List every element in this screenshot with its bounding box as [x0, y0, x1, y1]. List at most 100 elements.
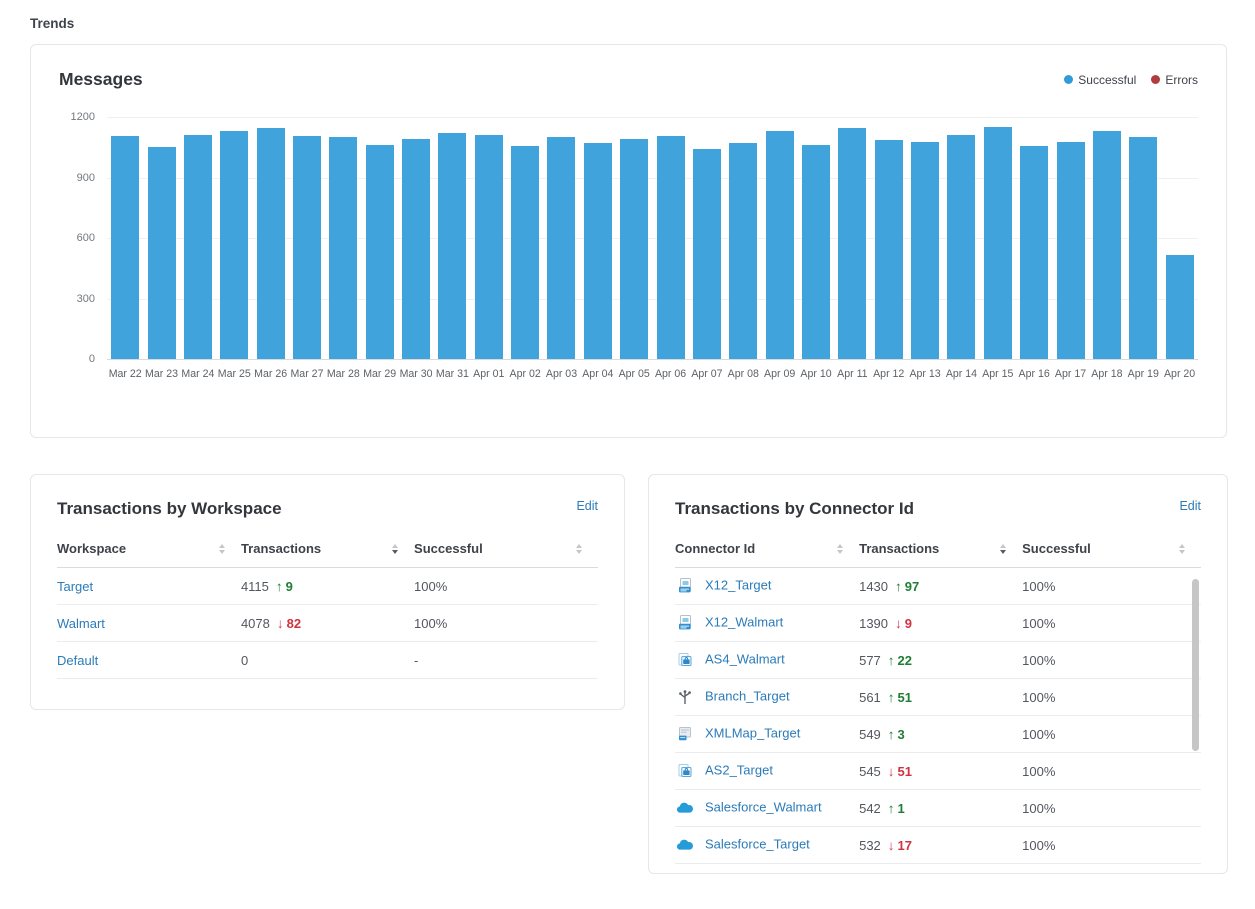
bar-mar-22[interactable]	[111, 135, 140, 359]
bar-apr-08[interactable]	[729, 143, 758, 359]
bar-apr-07[interactable]	[692, 148, 721, 359]
x12-file-icon	[675, 614, 695, 632]
connector-link-salesforce-walmart[interactable]: Salesforce_Walmart	[705, 799, 822, 815]
successful-value: 100%	[1022, 652, 1056, 668]
legend-item-successful[interactable]: Successful	[1064, 73, 1136, 87]
trend-up-arrow-icon: ↑	[887, 652, 895, 668]
bar-apr-05[interactable]	[620, 138, 649, 359]
bar-mar-30[interactable]	[402, 139, 431, 359]
bar-apr-10[interactable]	[802, 145, 830, 359]
successful-cell: 100%	[1022, 604, 1201, 642]
x-tick-label: Mar 30	[399, 368, 433, 380]
bar-cell-mar-24	[180, 117, 216, 359]
bar-apr-09[interactable]	[765, 131, 794, 359]
connector-link-as2-target[interactable]: AS2_Target	[705, 762, 773, 778]
connector-link-as4-walmart[interactable]: AS4_Walmart	[705, 651, 785, 667]
bar-apr-04[interactable]	[583, 142, 612, 359]
connector-link-xmlmap-target[interactable]: XMLMap_Target	[705, 725, 801, 741]
trend-down-arrow-icon: ↓	[276, 615, 284, 631]
delta-value: 51	[897, 763, 913, 779]
bar-apr-20[interactable]	[1165, 255, 1194, 359]
trend-up-arrow-icon: ↑	[887, 726, 895, 742]
bar-cell-mar-27	[289, 117, 325, 359]
x-tick-label: Apr 19	[1127, 368, 1159, 380]
workspace-edit-link[interactable]: Edit	[576, 499, 598, 513]
salesforce-cloud-icon	[675, 799, 695, 817]
bar-cell-mar-31	[434, 117, 470, 359]
bar-mar-23[interactable]	[147, 146, 176, 359]
name-cell: Default	[57, 641, 241, 679]
workspace-link-target[interactable]: Target	[57, 578, 94, 594]
column-header-transactions: Transactions	[859, 535, 1023, 568]
name-cell: Salesforce_Walmart	[675, 789, 860, 827]
sort-icon-workspace[interactable]	[218, 543, 225, 554]
connector-link-branch-target[interactable]: Branch_Target	[705, 688, 790, 704]
bar-chart: 1200 900 600 300 0	[59, 111, 1198, 365]
bar-cell-apr-16	[1016, 117, 1052, 359]
bar-apr-14[interactable]	[947, 135, 976, 359]
bar-mar-25[interactable]	[220, 130, 249, 359]
workspace-link-default[interactable]: Default	[57, 652, 99, 668]
transactions-cell: 4115 ↑ 9	[240, 567, 415, 605]
bar-apr-18[interactable]	[1092, 131, 1121, 359]
connector-link-x12-target[interactable]: X12_Target	[705, 577, 772, 593]
bar-cell-apr-18	[1089, 117, 1125, 359]
table-scrollbar-thumb[interactable]	[1192, 579, 1199, 751]
transactions-value: 4115	[240, 578, 269, 594]
transactions-cell: 542 ↑ 1	[859, 789, 1023, 827]
y-tick-label: 900	[76, 171, 95, 184]
bar-apr-06[interactable]	[656, 135, 685, 359]
legend-item-errors[interactable]: Errors	[1151, 73, 1198, 87]
transactions-value: 532	[859, 837, 881, 853]
delta-value: 97	[904, 578, 920, 594]
bar-mar-26[interactable]	[256, 127, 285, 359]
column-header-transactions: Transactions	[240, 535, 415, 568]
bar-apr-03[interactable]	[547, 137, 576, 359]
bar-mar-27[interactable]	[292, 135, 321, 359]
transactions-value: 545	[859, 763, 881, 779]
workspace-link-walmart[interactable]: Walmart	[57, 615, 105, 631]
legend-label: Errors	[1165, 72, 1198, 87]
sort-icon-transactions[interactable]	[392, 543, 399, 554]
bar-mar-29[interactable]	[365, 144, 394, 359]
connector-edit-link[interactable]: Edit	[1179, 499, 1201, 513]
bar-mar-24[interactable]	[183, 135, 212, 359]
bar-apr-11[interactable]	[838, 127, 867, 359]
bar-apr-16[interactable]	[1020, 145, 1049, 359]
delta-value: 22	[897, 652, 913, 668]
bar-cell-apr-17	[1052, 117, 1088, 359]
connector-link-x12-walmart[interactable]: X12_Walmart	[705, 614, 784, 630]
bar-cell-apr-09	[761, 117, 797, 359]
bar-apr-02[interactable]	[511, 145, 540, 359]
bar-apr-15[interactable]	[983, 126, 1012, 359]
transactions-value: 1390	[859, 615, 889, 631]
trend-down-arrow-icon: ↓	[887, 763, 895, 779]
x-tick-label: Apr 11	[837, 368, 868, 380]
bar-apr-17[interactable]	[1056, 142, 1085, 359]
transactions-cell: 1390 ↓ 9	[859, 604, 1023, 642]
sort-icon-transactions[interactable]	[1000, 543, 1007, 554]
sort-icon-successful[interactable]	[576, 543, 582, 554]
table-row-salesforce-walmart: Salesforce_Walmart 542 ↑ 1 100%	[675, 789, 1201, 827]
bar-apr-01[interactable]	[474, 135, 503, 359]
transactions-cell: 0	[240, 641, 415, 679]
sort-icon-successful[interactable]	[1179, 543, 1185, 554]
bar-mar-31[interactable]	[438, 133, 467, 359]
successful-value: 100%	[414, 615, 448, 631]
y-tick-label: 1200	[70, 111, 95, 123]
table-row-salesforce-target: Salesforce_Target 532 ↓ 17 100%	[675, 826, 1201, 864]
page-title: Trends	[30, 16, 75, 31]
bar-apr-13[interactable]	[911, 141, 940, 359]
x-tick-label: Apr 07	[691, 368, 723, 380]
bar-cell-apr-14	[943, 117, 979, 359]
x-tick-label: Mar 23	[145, 368, 179, 380]
bar-apr-19[interactable]	[1129, 136, 1158, 359]
bar-apr-12[interactable]	[874, 140, 903, 359]
bar-mar-28[interactable]	[329, 137, 358, 359]
column-header-successful: Successful	[1022, 535, 1201, 568]
sort-icon-connector-id[interactable]	[837, 543, 844, 554]
gridline	[107, 238, 1198, 239]
bar-cell-apr-15	[980, 117, 1016, 359]
trend-up-arrow-icon: ↑	[275, 578, 283, 594]
connector-link-salesforce-target[interactable]: Salesforce_Target	[705, 836, 810, 852]
